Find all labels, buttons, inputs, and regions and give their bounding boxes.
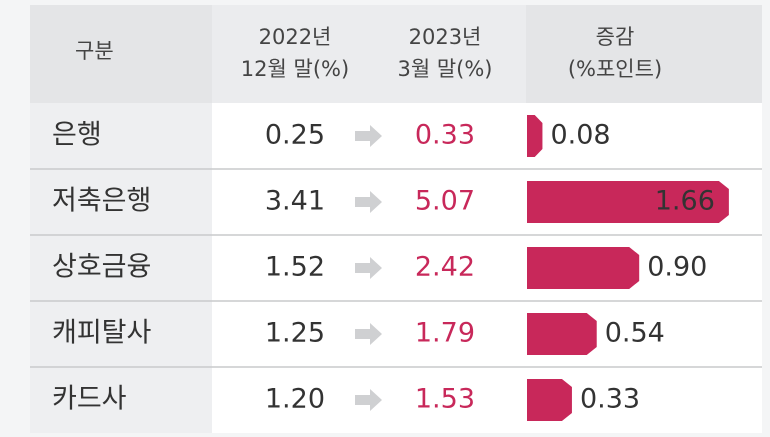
arrow bbox=[355, 323, 382, 345]
bar bbox=[527, 247, 640, 289]
arrow bbox=[355, 257, 382, 279]
before-value: 1.20 bbox=[265, 384, 325, 415]
header-cell bbox=[30, 5, 212, 103]
after-value: 1.79 bbox=[415, 318, 475, 349]
value-label: 0.33 bbox=[580, 384, 640, 415]
before-value: 0.25 bbox=[265, 120, 325, 151]
arrow bbox=[355, 191, 382, 213]
header-label: 12월 말(%) bbox=[241, 57, 349, 81]
header-label: (%포인트) bbox=[568, 57, 662, 81]
after-value: 1.53 bbox=[415, 384, 475, 415]
before-value: 1.25 bbox=[265, 318, 325, 349]
body bbox=[212, 103, 762, 433]
arrow bbox=[355, 389, 382, 411]
after-value: 2.42 bbox=[415, 252, 475, 283]
before-value: 1.52 bbox=[265, 252, 325, 283]
header-label: 2023년 bbox=[409, 25, 482, 49]
arrow bbox=[355, 125, 382, 147]
bar bbox=[527, 379, 572, 421]
value-label: 0.08 bbox=[550, 120, 610, 151]
header-cell bbox=[526, 5, 762, 103]
after-value: 5.07 bbox=[415, 186, 475, 217]
header-label: 구분 bbox=[75, 39, 114, 63]
value-label: 0.54 bbox=[605, 318, 665, 349]
header-label: 2022년 bbox=[259, 25, 332, 49]
category-column bbox=[30, 103, 212, 433]
header-cell bbox=[212, 5, 526, 103]
before-value: 3.41 bbox=[265, 186, 325, 217]
value-label: 1.66 bbox=[655, 186, 715, 217]
category-label: 카드사 bbox=[52, 384, 127, 415]
category-label: 은행 bbox=[52, 120, 102, 151]
header-label: 증감 bbox=[596, 25, 635, 49]
category-label: 저축은행 bbox=[52, 186, 151, 217]
bar bbox=[527, 181, 729, 223]
bar bbox=[527, 115, 543, 157]
category-label: 캐피탈사 bbox=[52, 318, 152, 349]
value-label: 0.90 bbox=[647, 252, 707, 283]
category-label: 상호금융 bbox=[52, 252, 151, 283]
bar bbox=[527, 313, 597, 355]
header-label: 3월 말(%) bbox=[397, 57, 492, 81]
after-value: 0.33 bbox=[415, 120, 475, 151]
